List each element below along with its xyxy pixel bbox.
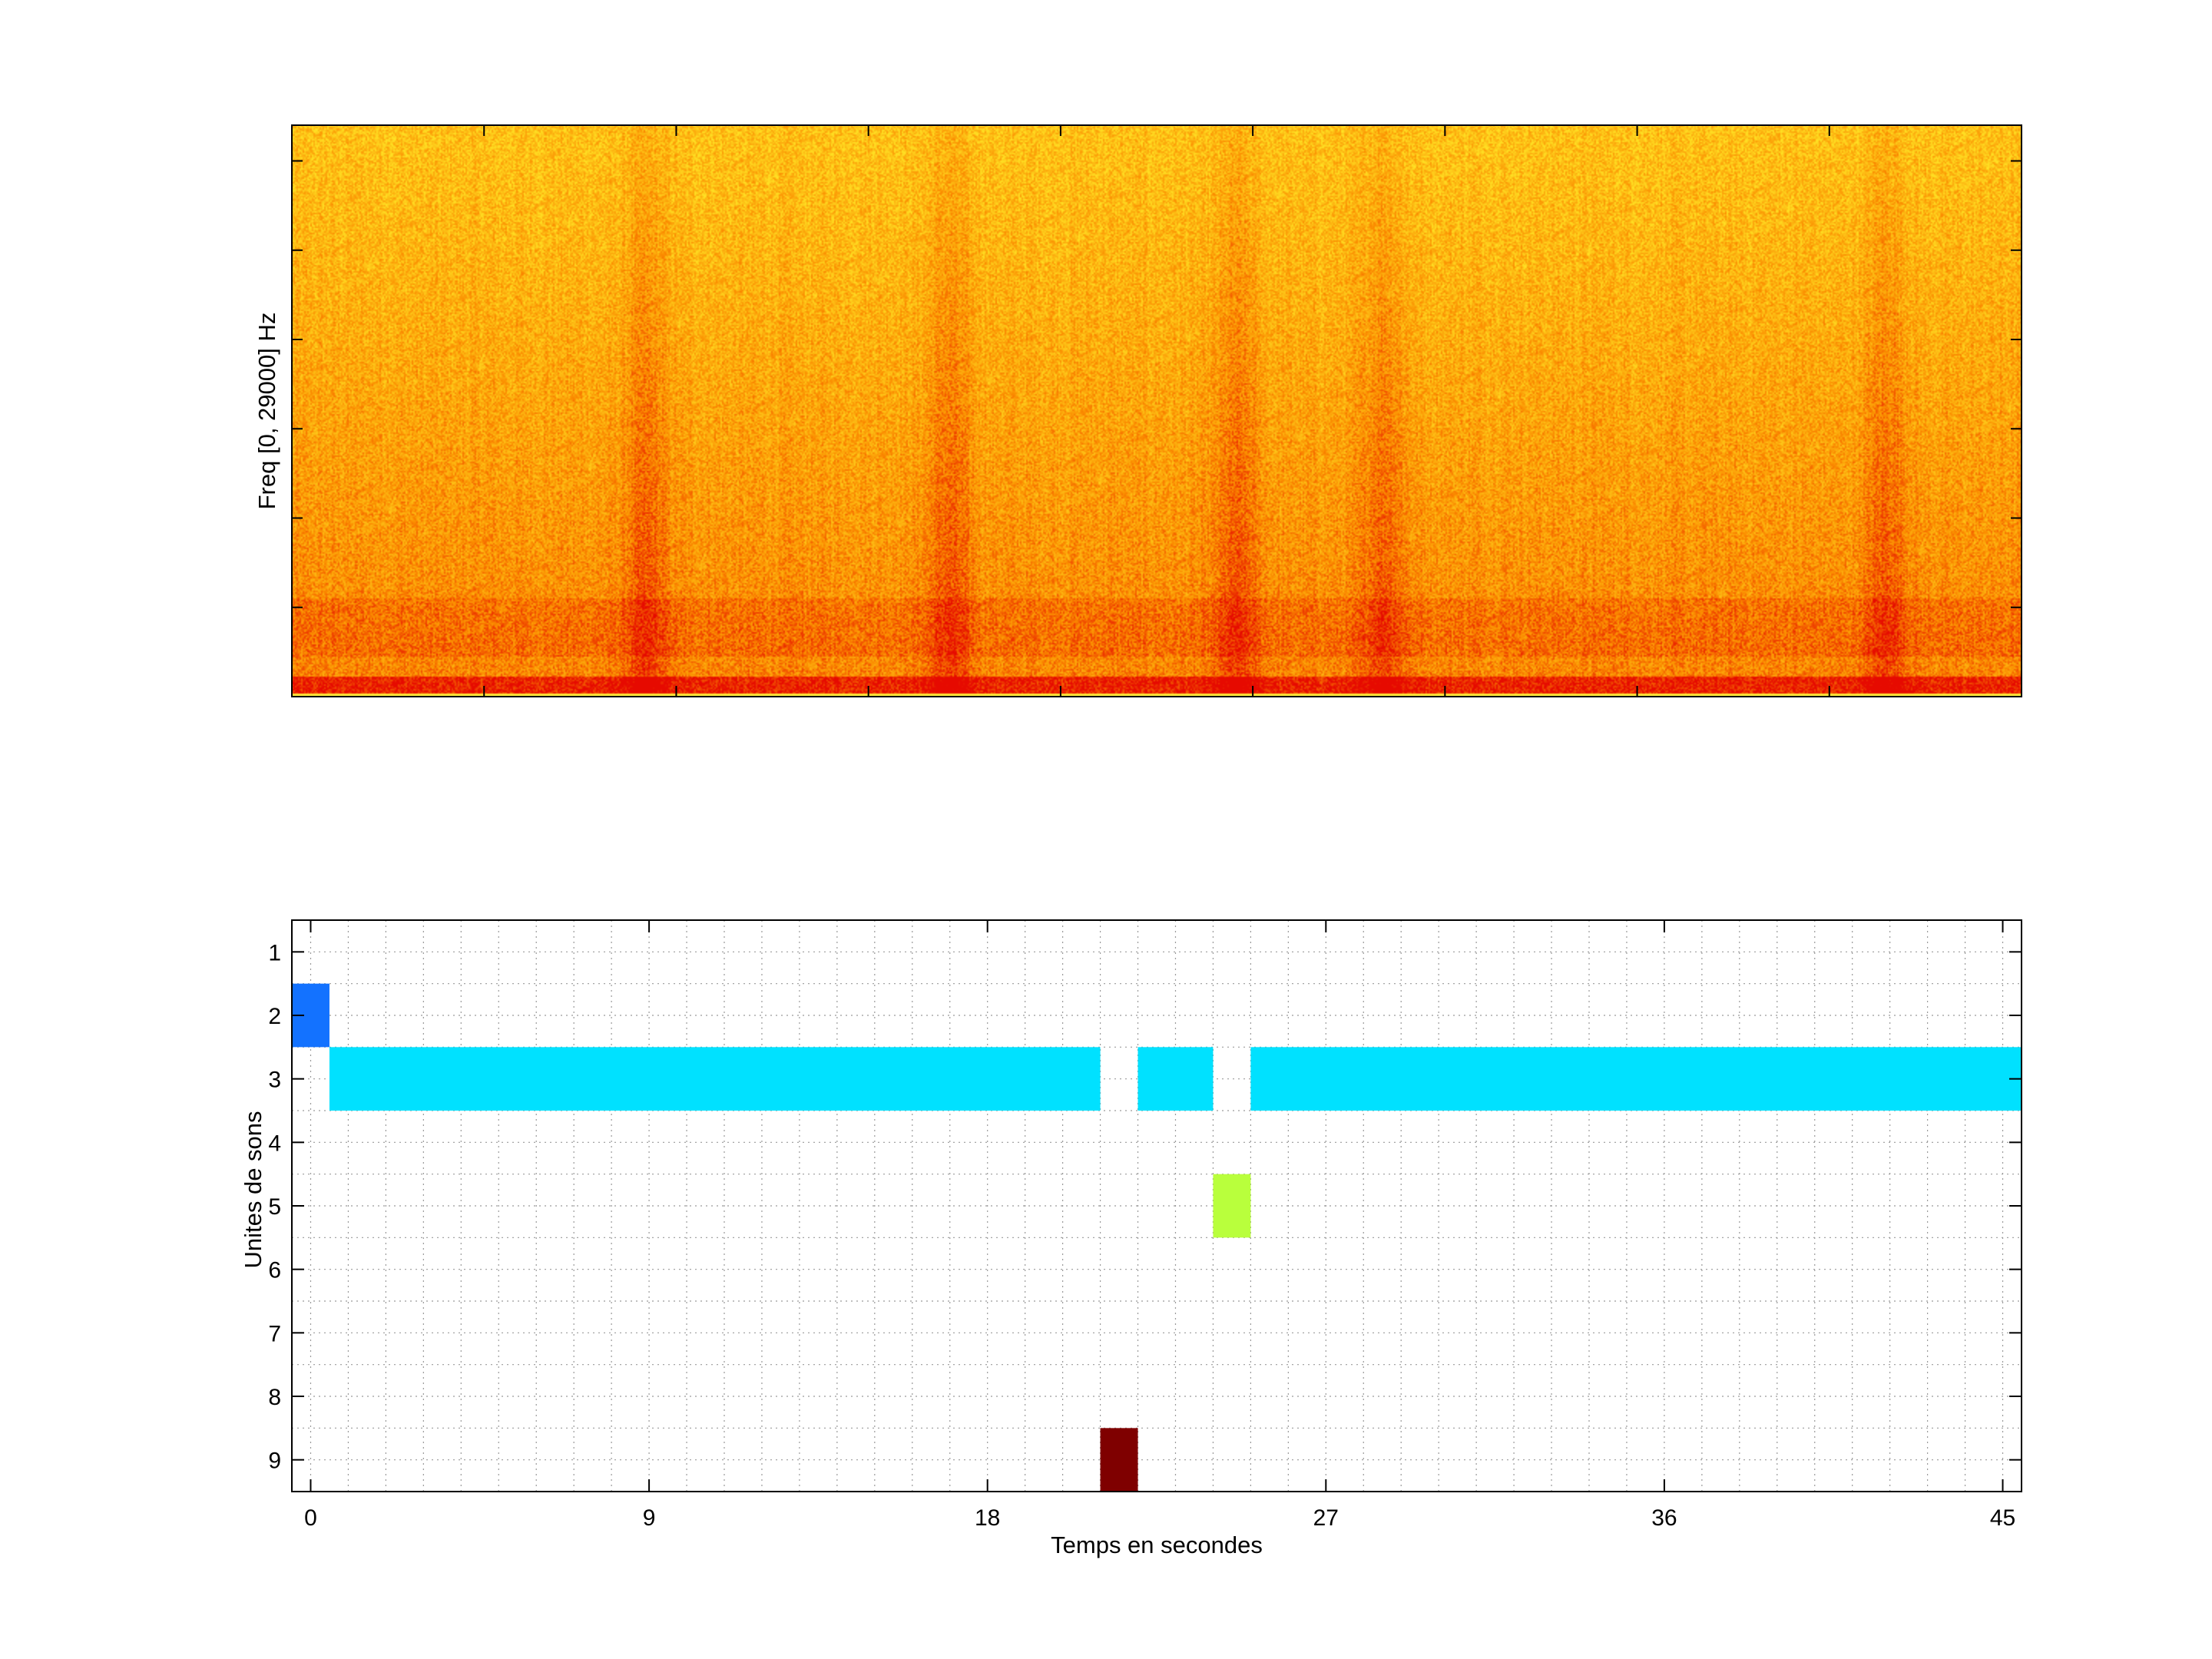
unit-segment-9 bbox=[1100, 1428, 1138, 1492]
units-x-tick-label: 27 bbox=[1313, 1505, 1339, 1531]
units-y-tick-label: 2 bbox=[268, 1004, 281, 1029]
units-y-tick-label: 5 bbox=[268, 1194, 281, 1220]
units-y-tick-label: 4 bbox=[268, 1131, 281, 1156]
spectrogram-border bbox=[291, 124, 2022, 697]
unit-segment-3 bbox=[1137, 1047, 1214, 1111]
units-x-tick-label: 18 bbox=[975, 1505, 1000, 1531]
units-y-tick-label: 3 bbox=[268, 1068, 281, 1093]
units-x-tick-label: 0 bbox=[304, 1505, 317, 1531]
spectrogram-image bbox=[292, 125, 2022, 697]
units-x-tick-label: 36 bbox=[1651, 1505, 1677, 1531]
units-y-tick-label: 8 bbox=[268, 1385, 281, 1410]
unit-segment-3 bbox=[1250, 1047, 2022, 1111]
units-x-tick-label: 45 bbox=[1990, 1505, 2015, 1531]
spectrogram-axes bbox=[291, 124, 2022, 697]
units-y-axis-label: Unites de sons bbox=[240, 1111, 267, 1269]
units-x-tick-label: 9 bbox=[643, 1505, 656, 1531]
units-y-tick-label: 6 bbox=[268, 1258, 281, 1283]
units-y-tick-label: 9 bbox=[268, 1449, 281, 1474]
units-x-axis-label: Temps en secondes bbox=[1051, 1532, 1263, 1558]
unit-segment-3 bbox=[329, 1047, 1101, 1111]
units-y-tick-label: 1 bbox=[268, 940, 281, 965]
units-y-tick-label: 7 bbox=[268, 1321, 281, 1346]
unit-segment-5 bbox=[1213, 1174, 1251, 1238]
spectrogram-frame bbox=[291, 124, 2022, 697]
